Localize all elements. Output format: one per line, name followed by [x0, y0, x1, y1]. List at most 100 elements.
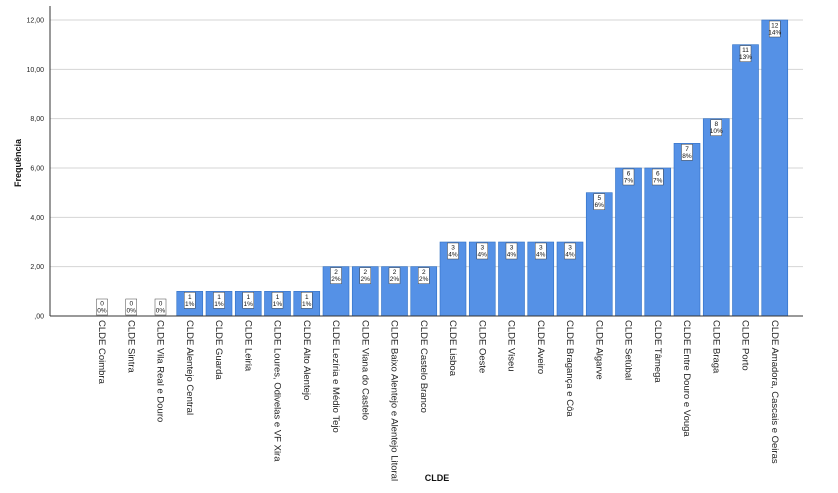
data-label-box [271, 292, 284, 309]
data-label-percent: 2% [390, 276, 400, 283]
data-label-box [564, 242, 576, 260]
data-label-box [710, 119, 722, 136]
data-label-box [739, 45, 752, 62]
bar [644, 167, 672, 317]
data-label-count: 0 [159, 301, 163, 308]
x-tick-label: CLDE Amadora, Cascais e Oeiras [769, 320, 780, 464]
data-label-count: 3 [510, 245, 514, 252]
x-tick-label: CLDE Oeste [476, 320, 487, 373]
x-tick-label: CLDE Vila Real e Douro [155, 320, 166, 422]
x-axis-title: CLDE [425, 473, 450, 483]
data-label-percent: 4% [507, 252, 517, 259]
data-label-count: 11 [742, 47, 749, 54]
data-label-count: 8 [714, 121, 718, 128]
x-tick-label: CLDE Alentejo Central [184, 320, 195, 415]
data-label-box [652, 168, 664, 186]
data-label-count: 1 [305, 294, 309, 301]
data-label-count: 6 [627, 171, 631, 178]
data-label-box [213, 292, 225, 309]
data-label-count: 2 [393, 269, 397, 276]
x-tick-label: CLDE Bragança e Côa [564, 320, 575, 417]
data-label-count: 0 [129, 301, 133, 308]
data-label-percent: 1% [185, 301, 195, 308]
data-label-box [96, 298, 108, 316]
bar [615, 167, 642, 317]
data-label-box [125, 298, 137, 316]
data-label-percent: 4% [478, 252, 488, 259]
bar [702, 118, 730, 317]
data-label-box [359, 267, 371, 284]
data-label-box [535, 242, 547, 260]
bar [761, 19, 789, 317]
y-tick-label: 4,00 [30, 215, 44, 222]
data-label-count: 0 [100, 301, 104, 308]
x-tick-label: CLDE Aveiro [535, 320, 546, 374]
data-label-percent: 7% [624, 178, 634, 185]
data-label-percent: 4% [536, 252, 546, 259]
data-label-count: 2 [334, 269, 338, 276]
bar [732, 44, 759, 317]
x-tick-label: CLDE Alto Alentejo [301, 320, 312, 400]
data-label-percent: 4% [565, 252, 575, 259]
data-label-box [447, 242, 459, 260]
x-tick-label: CLDE Leiria [242, 320, 253, 372]
data-label-count: 2 [422, 269, 426, 276]
data-label-count: 12 [771, 23, 779, 30]
x-tick-label: CLDE Lisboa [447, 320, 458, 377]
data-labels: 00%00%00%11%11%11%11%11%22%22%22%22%34%3… [96, 20, 781, 316]
x-tick-label: CLDE Viana do Castelo [359, 320, 370, 420]
data-label-box [769, 20, 781, 38]
data-label-count: 1 [217, 294, 221, 301]
data-label-count: 1 [188, 294, 192, 301]
data-label-percent: 1% [214, 301, 224, 308]
y-tick-label: 2,00 [30, 264, 44, 271]
data-label-count: 3 [568, 245, 572, 252]
x-tick-label: CLDE Castelo Branco [418, 320, 429, 413]
data-label-box [154, 298, 167, 316]
x-tick-label: CLDE Porto [740, 320, 751, 371]
data-label-percent: 2% [331, 276, 341, 283]
x-tick-label: CLDE Coimbra [96, 320, 107, 385]
data-label-count: 3 [539, 245, 543, 252]
data-label-box [593, 193, 605, 210]
bars [176, 19, 789, 317]
data-label-percent: 13% [739, 54, 752, 61]
y-axis-title: Frequência [13, 138, 23, 187]
data-label-count: 3 [480, 245, 484, 252]
data-label-percent: 14% [768, 30, 781, 37]
x-tick-label: CLDE Sintra [125, 320, 136, 374]
y-tick-label: ,00 [34, 314, 44, 321]
data-label-count: 2 [363, 269, 367, 276]
data-label-box [184, 292, 196, 309]
x-tick-label: CLDE Viseu [506, 320, 517, 372]
y-tick-label: 8,00 [30, 116, 44, 123]
data-label-percent: 0% [156, 308, 166, 315]
data-label-box [330, 267, 342, 284]
x-tick-label: CLDE Baixo Alentejo e Alentejo Litoral [389, 320, 400, 481]
data-label-percent: 8% [682, 153, 692, 160]
data-label-count: 6 [656, 171, 660, 178]
data-label-count: 1 [276, 294, 280, 301]
data-label-percent: 7% [653, 178, 663, 185]
y-tick-label: 12,00 [26, 18, 44, 25]
x-tick-label: CLDE Guarda [213, 320, 224, 380]
data-label-count: 7 [685, 146, 689, 153]
data-label-box [301, 292, 313, 309]
data-label-percent: 1% [244, 301, 254, 308]
data-label-percent: 10% [710, 128, 723, 135]
data-label-percent: 1% [273, 301, 283, 308]
data-label-box [388, 267, 401, 284]
axes: ,00 2,00 4,00 6,00 8,00 10,00 12,00 CLDE Coimbr… [26, 6, 803, 481]
y-tick-label: 10,00 [26, 67, 44, 74]
x-tick-label: CLDE Lezíria e Médio Tejo [330, 320, 341, 433]
x-tick-label: CLDE Setúbal [623, 320, 634, 380]
data-label-count: 5 [597, 195, 601, 202]
data-label-box [418, 267, 430, 284]
data-label-percent: 4% [448, 252, 458, 259]
data-label-percent: 0% [127, 308, 137, 315]
x-tick-label: CLDE Loures, Odivelas e VF Xira [272, 320, 283, 462]
data-label-percent: 2% [419, 276, 429, 283]
x-tick-label: CLDE Tâmega [652, 320, 663, 383]
data-label-percent: 0% [97, 308, 107, 315]
data-label-percent: 6% [595, 202, 605, 209]
